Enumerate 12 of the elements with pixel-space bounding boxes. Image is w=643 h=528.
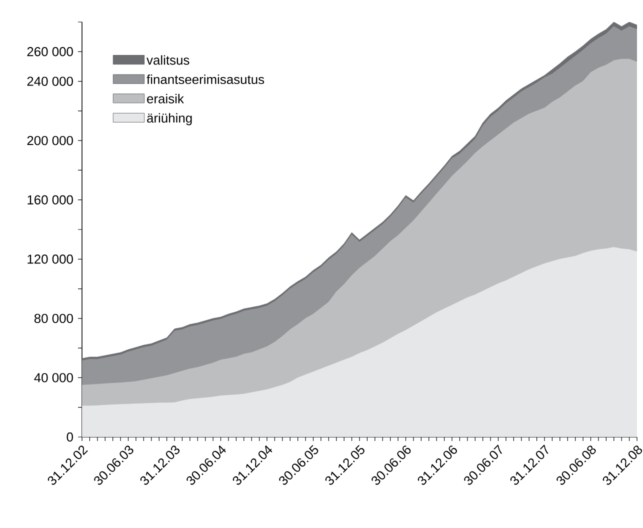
legend-label: äriühing	[147, 113, 192, 126]
y-tick-label: 200 000	[27, 136, 73, 146]
y-tick-label: 160 000	[28, 195, 73, 204]
y-tick-label: 0	[66, 432, 73, 442]
y-tick-label: 240 000	[27, 76, 73, 86]
y-tick-label: 120 000	[28, 254, 73, 264]
legend-label: valitsus	[146, 55, 190, 65]
legend-label: eraisik	[147, 94, 184, 104]
legend-label: finantseerimisasutus	[146, 74, 264, 84]
y-tick-label: 260 000	[27, 47, 73, 56]
y-tick-label: 40 000	[34, 373, 73, 382]
y-tick-label: 80 000	[34, 314, 73, 324]
